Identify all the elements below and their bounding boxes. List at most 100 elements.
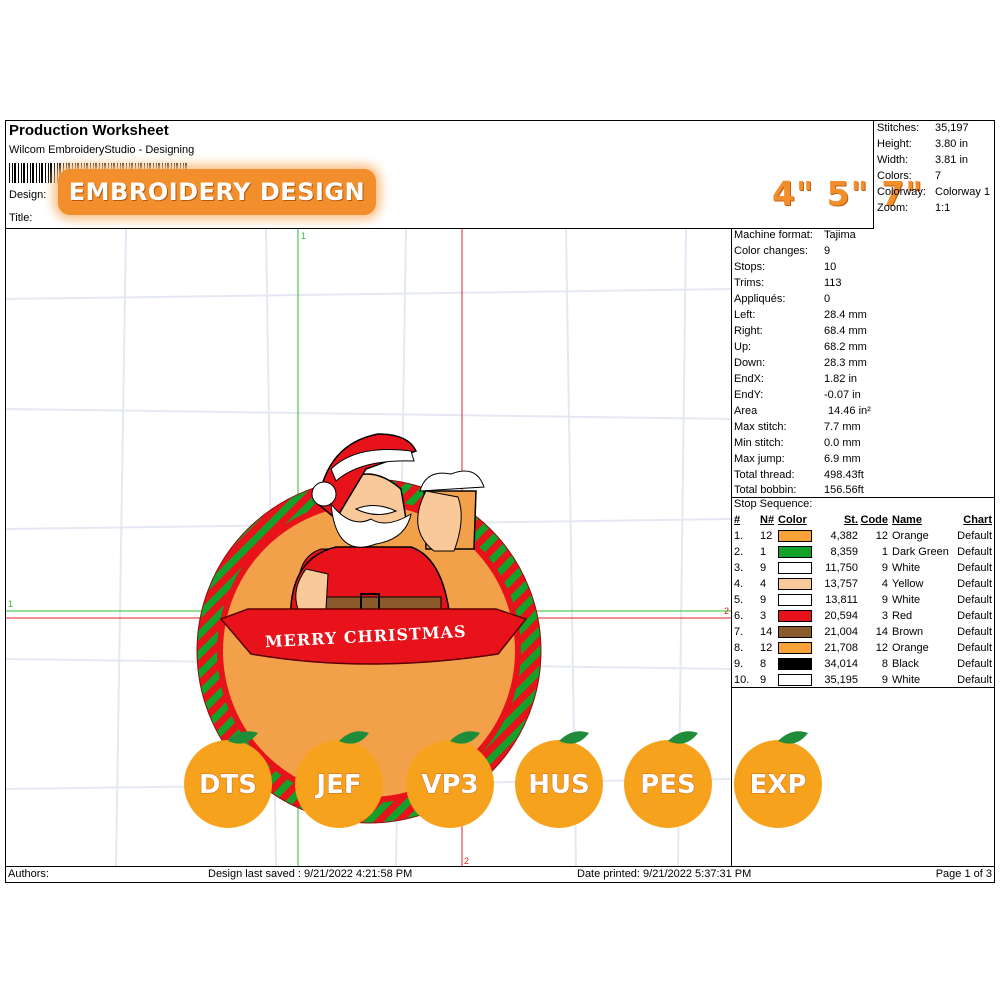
color-changes-label: Color changes: <box>734 245 808 257</box>
row-num: 5. <box>734 594 744 606</box>
endy-value: -0.07 in <box>824 389 861 401</box>
format-icon-jef: JEF <box>295 731 383 828</box>
last-saved: Design last saved : 9/21/2022 4:21:58 PM <box>208 868 413 880</box>
row-num: 2. <box>734 546 744 558</box>
row-color-swatch <box>778 608 818 624</box>
worksheet-header: Production Worksheet Wilcom EmbroiderySt… <box>6 121 922 229</box>
page-number: Page 1 of 3 <box>935 868 992 880</box>
row-code: 12 <box>875 530 888 542</box>
color-swatch <box>778 642 812 655</box>
hat-brim <box>330 448 415 482</box>
santa-mustache <box>354 505 398 515</box>
authors-label: Authors: <box>8 868 49 880</box>
row-chart: Default <box>957 578 992 590</box>
table-row: 6. 3 20,594 3 Red Default <box>734 608 992 624</box>
row-n: 14 <box>760 626 773 638</box>
orange-icon <box>515 740 603 828</box>
color-swatch <box>778 578 812 591</box>
row-num: 4. <box>734 578 744 590</box>
row-color-swatch <box>778 576 818 592</box>
stats-panel: Stitches: 35,197 Height: 3.80 in Width: … <box>874 121 994 229</box>
color-changes-value: 9 <box>824 245 831 257</box>
row-name: Dark Green <box>892 546 949 558</box>
row-stitches: 13,811 <box>825 594 858 606</box>
worksheet-footer: Authors: Design last saved : 9/21/2022 4… <box>6 866 994 882</box>
up-label: Up: <box>734 341 752 353</box>
table-row: 7. 14 21,004 14 Brown Default <box>734 624 992 640</box>
row-num: 10. <box>734 674 750 686</box>
trims-value: 113 <box>824 277 842 289</box>
right-label: Right: <box>734 325 763 337</box>
min-stitch-value: 0.0 mm <box>824 437 861 449</box>
table-row: 10. 9 35,195 9 White Default <box>734 672 992 688</box>
guide-label-left: 1 <box>8 599 13 609</box>
santa-beard <box>330 502 412 548</box>
right-value: 68.4 mm <box>824 325 867 337</box>
stop-sequence-table: # N# Color St. Code Name Chart 1. 12 4,382… <box>734 512 992 688</box>
row-stitches: 11,750 <box>825 562 858 574</box>
max-stitch-value: 7.7 mm <box>824 421 861 433</box>
format-label-vp3: VP3 <box>421 770 478 800</box>
col-header-chart: Chart <box>963 514 992 526</box>
trims-label: Trims: <box>734 277 765 289</box>
stop-sequence-body: 1. 12 4,382 12 Orange Default 2. 1 8,359 1 Dark Gr… <box>734 528 992 688</box>
row-color-swatch <box>778 592 818 608</box>
stops-label: Stops: <box>734 261 766 273</box>
endx-value: 1.82 in <box>824 373 858 385</box>
endx-label: EndX: <box>734 373 764 385</box>
row-chart: Default <box>957 658 992 670</box>
row-chart: Default <box>957 610 992 622</box>
table-row: 2. 1 8,359 1 Dark Green Default <box>734 544 992 560</box>
orange-icon <box>624 740 712 828</box>
color-swatch <box>778 594 812 607</box>
beer-foam <box>419 470 485 492</box>
leaf-icon <box>668 731 698 744</box>
embroidery-design-badge: EMBROIDERY DESIGN <box>58 169 376 215</box>
row-code: 12 <box>875 642 888 654</box>
col-header-color: Color <box>778 514 807 526</box>
col-header-name: Name <box>892 514 922 526</box>
row-stitches: 8,359 <box>830 546 858 558</box>
stop-sequence-panel: Stop Sequence: # N# Color St. Code Name … <box>732 498 994 688</box>
format-label-dts: DTS <box>199 770 257 800</box>
christmas-banner <box>219 608 528 665</box>
row-n: 9 <box>760 594 767 606</box>
stat-zoom-label: Zoom: <box>877 202 909 214</box>
row-stitches: 21,708 <box>824 642 858 654</box>
color-swatch <box>778 546 812 559</box>
guide-label-bottom: 2 <box>464 856 469 866</box>
row-chart: Default <box>957 642 992 654</box>
row-code: 9 <box>881 594 888 606</box>
row-n: 12 <box>760 642 773 654</box>
row-name: White <box>892 674 921 686</box>
stat-colors-label: Colors: <box>877 170 912 182</box>
table-row: 9. 8 34,014 8 Black Default <box>734 656 992 672</box>
row-stitches: 35,195 <box>824 674 858 686</box>
stat-zoom-value: 1:1 <box>935 202 951 214</box>
appliques-label: Appliqués: <box>734 293 786 305</box>
stat-colors-value: 7 <box>935 170 942 182</box>
row-num: 8. <box>734 642 744 654</box>
max-jump-label: Max jump: <box>734 453 785 465</box>
row-chart: Default <box>957 562 992 574</box>
row-color-swatch <box>778 560 818 576</box>
format-label-exp: EXP <box>750 770 807 800</box>
endy-label: EndY: <box>734 389 764 401</box>
format-icon-dts: DTS <box>184 731 272 828</box>
left-label: Left: <box>734 309 756 321</box>
max-jump-value: 6.9 mm <box>824 453 861 465</box>
max-stitch-label: Max stitch: <box>734 421 787 433</box>
hat-pompom <box>311 481 337 507</box>
orange-icon <box>406 740 494 828</box>
row-num: 7. <box>734 626 744 638</box>
total-bobbin-value: 156.56ft <box>824 484 864 496</box>
row-n: 8 <box>760 658 767 670</box>
row-name: White <box>892 562 921 574</box>
row-name: Yellow <box>892 578 924 590</box>
appliques-value: 0 <box>824 293 831 305</box>
format-label-pes: PES <box>640 770 696 800</box>
col-header-num: # <box>734 514 741 526</box>
row-n: 12 <box>760 530 773 542</box>
guide-label-top: 1 <box>301 231 306 241</box>
row-stitches: 21,004 <box>824 626 858 638</box>
